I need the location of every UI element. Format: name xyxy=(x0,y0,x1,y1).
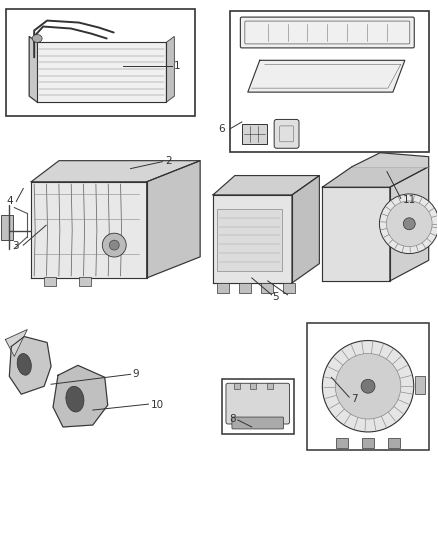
Bar xyxy=(217,283,229,293)
Circle shape xyxy=(379,194,438,254)
Bar xyxy=(230,11,429,152)
Polygon shape xyxy=(322,167,429,187)
Text: 10: 10 xyxy=(150,400,163,410)
Bar xyxy=(251,383,256,389)
Polygon shape xyxy=(31,182,147,278)
Polygon shape xyxy=(5,329,27,357)
Ellipse shape xyxy=(32,35,42,43)
FancyBboxPatch shape xyxy=(232,417,283,429)
Bar xyxy=(7,9,195,116)
Text: 11: 11 xyxy=(403,196,416,205)
Bar xyxy=(44,277,56,286)
Circle shape xyxy=(386,201,432,247)
Bar xyxy=(242,124,267,144)
Polygon shape xyxy=(248,60,405,92)
Bar xyxy=(388,438,400,448)
Circle shape xyxy=(403,218,415,230)
Bar xyxy=(234,383,240,389)
Polygon shape xyxy=(147,160,200,278)
Bar xyxy=(239,283,251,293)
Circle shape xyxy=(322,341,414,432)
Text: 3: 3 xyxy=(13,241,19,251)
Circle shape xyxy=(102,233,126,257)
Bar xyxy=(222,379,293,434)
Text: 4: 4 xyxy=(7,197,13,206)
Polygon shape xyxy=(29,36,37,102)
Ellipse shape xyxy=(66,386,84,412)
Circle shape xyxy=(361,379,375,393)
Bar xyxy=(261,283,273,293)
Ellipse shape xyxy=(17,353,32,375)
FancyBboxPatch shape xyxy=(240,17,414,48)
Bar xyxy=(307,322,429,450)
FancyBboxPatch shape xyxy=(274,119,299,148)
Polygon shape xyxy=(53,365,108,427)
Polygon shape xyxy=(31,160,200,182)
Polygon shape xyxy=(292,175,319,283)
FancyBboxPatch shape xyxy=(226,383,290,424)
Polygon shape xyxy=(352,153,429,167)
Polygon shape xyxy=(213,195,292,283)
Bar xyxy=(283,283,294,293)
Text: 2: 2 xyxy=(165,156,172,166)
Bar xyxy=(267,383,273,389)
Bar xyxy=(415,376,425,394)
Text: 9: 9 xyxy=(133,369,139,379)
Text: 8: 8 xyxy=(229,414,236,424)
Bar xyxy=(217,209,282,271)
Text: 7: 7 xyxy=(351,394,358,404)
Bar xyxy=(336,438,348,448)
Bar xyxy=(362,438,374,448)
Polygon shape xyxy=(166,36,174,102)
Text: 1: 1 xyxy=(174,61,181,71)
Circle shape xyxy=(335,353,401,419)
Bar xyxy=(1,215,13,240)
Text: 5: 5 xyxy=(273,292,279,302)
Polygon shape xyxy=(9,336,51,394)
Polygon shape xyxy=(322,187,390,281)
Polygon shape xyxy=(390,167,429,281)
Text: 6: 6 xyxy=(218,124,225,134)
Polygon shape xyxy=(213,175,319,195)
Polygon shape xyxy=(29,36,37,102)
Polygon shape xyxy=(37,43,166,102)
Circle shape xyxy=(110,240,119,250)
Bar xyxy=(79,277,91,286)
